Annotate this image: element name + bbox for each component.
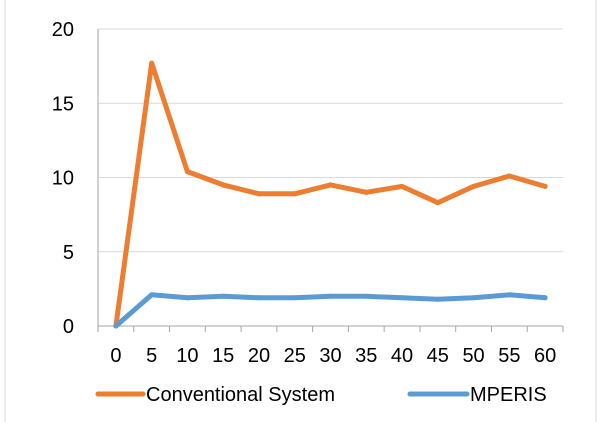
x-tick-label: 45 [427,345,449,367]
data-point [471,183,477,189]
gridlines [98,28,563,253]
legend-label: Conventional System [146,384,335,406]
data-point [184,169,190,175]
data-point [363,189,369,195]
data-point [435,200,441,206]
data-series [113,60,548,329]
x-tick-label: 25 [284,345,306,367]
x-tick-label: 60 [534,345,556,367]
y-tick-label: 20 [52,19,74,41]
data-point [542,295,548,301]
legend-label: MPERIS [470,384,547,406]
x-tick-label: 15 [212,345,234,367]
data-point [506,173,512,179]
series-line-conventional-system [113,60,548,329]
x-tick-label: 30 [319,345,341,367]
series-line-mperis [113,292,548,329]
data-point [399,183,405,189]
data-point [292,191,298,197]
data-point [220,182,226,188]
x-tick-label: 0 [110,345,121,367]
data-point [328,293,333,299]
axes [97,29,564,332]
data-point [399,295,405,301]
y-tick-label: 5 [63,242,74,264]
data-point [149,60,155,66]
legend-item: MPERIS [407,384,547,406]
legend: Conventional System MPERIS [95,384,547,406]
data-point [542,183,548,189]
y-tick-label: 0 [63,316,74,338]
legend-item: Conventional System [95,384,335,406]
y-axis-tick-labels: 0 5 10 15 20 [52,19,74,338]
y-tick-label: 10 [52,168,74,190]
data-point [220,293,226,299]
x-tick-label: 35 [355,345,377,367]
data-point [292,295,298,301]
data-point [184,295,190,301]
x-tick-label: 50 [462,345,484,367]
data-point [256,295,262,301]
data-point [363,293,369,299]
data-point [328,182,333,188]
data-point [113,323,119,329]
y-tick-label: 15 [52,93,74,115]
data-point [435,296,441,302]
x-tick-label: 55 [498,345,520,367]
data-point [149,292,155,298]
x-tick-label: 40 [391,345,413,367]
data-point [256,191,262,197]
data-point [506,292,512,298]
x-axis-tick-labels: 0 5 10 15 20 25 30 35 40 45 50 55 60 [110,345,556,367]
x-tick-label: 20 [248,345,270,367]
data-point [471,295,477,301]
x-tick-label: 10 [176,345,198,367]
x-tick-label: 5 [146,345,157,367]
